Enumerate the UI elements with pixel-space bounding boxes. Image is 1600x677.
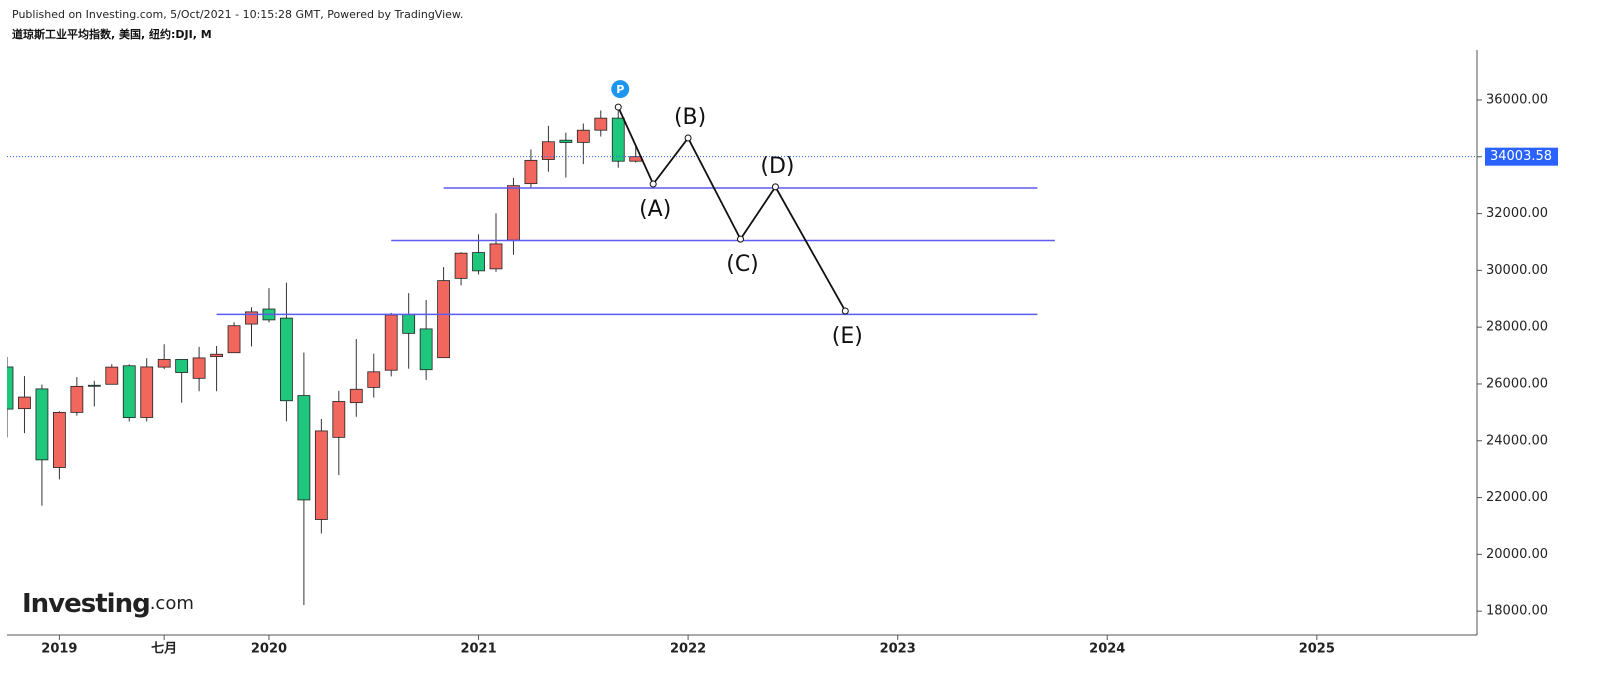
y-tick-label: 30000.00 (1486, 263, 1548, 278)
candle-body (122, 365, 136, 419)
y-tick-label: 22000.00 (1486, 490, 1548, 505)
candle-body (611, 117, 625, 162)
y-tick-label: 24000.00 (1486, 433, 1548, 448)
candle-body (332, 401, 346, 438)
candle-body (541, 141, 555, 160)
candle-body (157, 359, 171, 368)
x-tick-label: 2021 (460, 642, 496, 657)
last-price-label: 34003.58 (1490, 149, 1552, 164)
candle-body (402, 314, 416, 334)
wave-point (614, 103, 622, 111)
marker-dot (611, 80, 630, 99)
marker-label: P (616, 83, 624, 96)
candle-body (18, 396, 31, 410)
x-tick-label: 2023 (880, 642, 916, 657)
x-tick-label: 2024 (1089, 642, 1125, 657)
logo-suffix: .com (150, 593, 194, 614)
candle-body (35, 388, 49, 461)
candle-body (349, 388, 363, 404)
plot-area (7, 110, 643, 606)
candle-body (52, 411, 66, 468)
candle-body (87, 384, 101, 387)
candle-body (454, 252, 468, 279)
candle-body (140, 366, 154, 418)
logo: Investing.com (22, 589, 194, 619)
y-tick-label: 18000.00 (1486, 604, 1548, 619)
y-tick-label: 32000.00 (1486, 206, 1548, 221)
candle-body (227, 325, 241, 354)
candle-body (472, 252, 485, 272)
wave-point (684, 134, 692, 142)
last-price-box (1485, 147, 1558, 166)
y-tick-label: 28000.00 (1486, 320, 1548, 335)
x-tick-label: 2019 (41, 642, 77, 657)
candle-body (489, 243, 503, 270)
candle-body (192, 357, 206, 379)
candle-body (314, 430, 328, 520)
wave-label: (E) (832, 324, 863, 349)
y-tick-label: 36000.00 (1486, 92, 1548, 107)
candle-body (297, 395, 311, 501)
chart-title: 道琼斯工业平均指数, 美国, 纽约:DJI, M (12, 27, 212, 41)
candle-body (419, 328, 433, 371)
y-tick-label: 20000.00 (1486, 547, 1548, 562)
candle-body (280, 317, 293, 402)
candle-body (437, 280, 451, 359)
x-tick-label: 2020 (251, 642, 287, 657)
x-tick-label: 2025 (1299, 642, 1335, 657)
wave-label: (A) (639, 197, 671, 222)
source: Published on Investing.com, 5/Oct/2021 -… (12, 8, 463, 21)
candle-body (105, 366, 119, 385)
wave-point (737, 235, 744, 243)
candle-body (175, 359, 189, 373)
candle-body (629, 156, 643, 162)
candle-body (7, 366, 14, 410)
logo-main: Investing (22, 589, 150, 619)
candle-body (559, 139, 573, 143)
candle-body (594, 117, 608, 131)
candle-body (210, 353, 223, 358)
wave-label: (B) (674, 105, 706, 130)
candle-body (70, 385, 84, 413)
candle-body (507, 185, 520, 241)
x-tick-label: 2022 (670, 642, 706, 657)
x-tick-label: 七月 (151, 642, 177, 657)
wave-point (771, 183, 779, 191)
candle-body (524, 159, 538, 185)
y-tick-label: 26000.00 (1486, 376, 1548, 391)
candle-body (384, 314, 398, 371)
wave-label: (D) (760, 154, 794, 179)
wave-point (841, 307, 849, 315)
candle-body (367, 371, 381, 388)
wave-label: (C) (726, 252, 759, 277)
wave-point (649, 180, 657, 188)
wave-line (617, 106, 847, 312)
candle-body (576, 129, 590, 143)
